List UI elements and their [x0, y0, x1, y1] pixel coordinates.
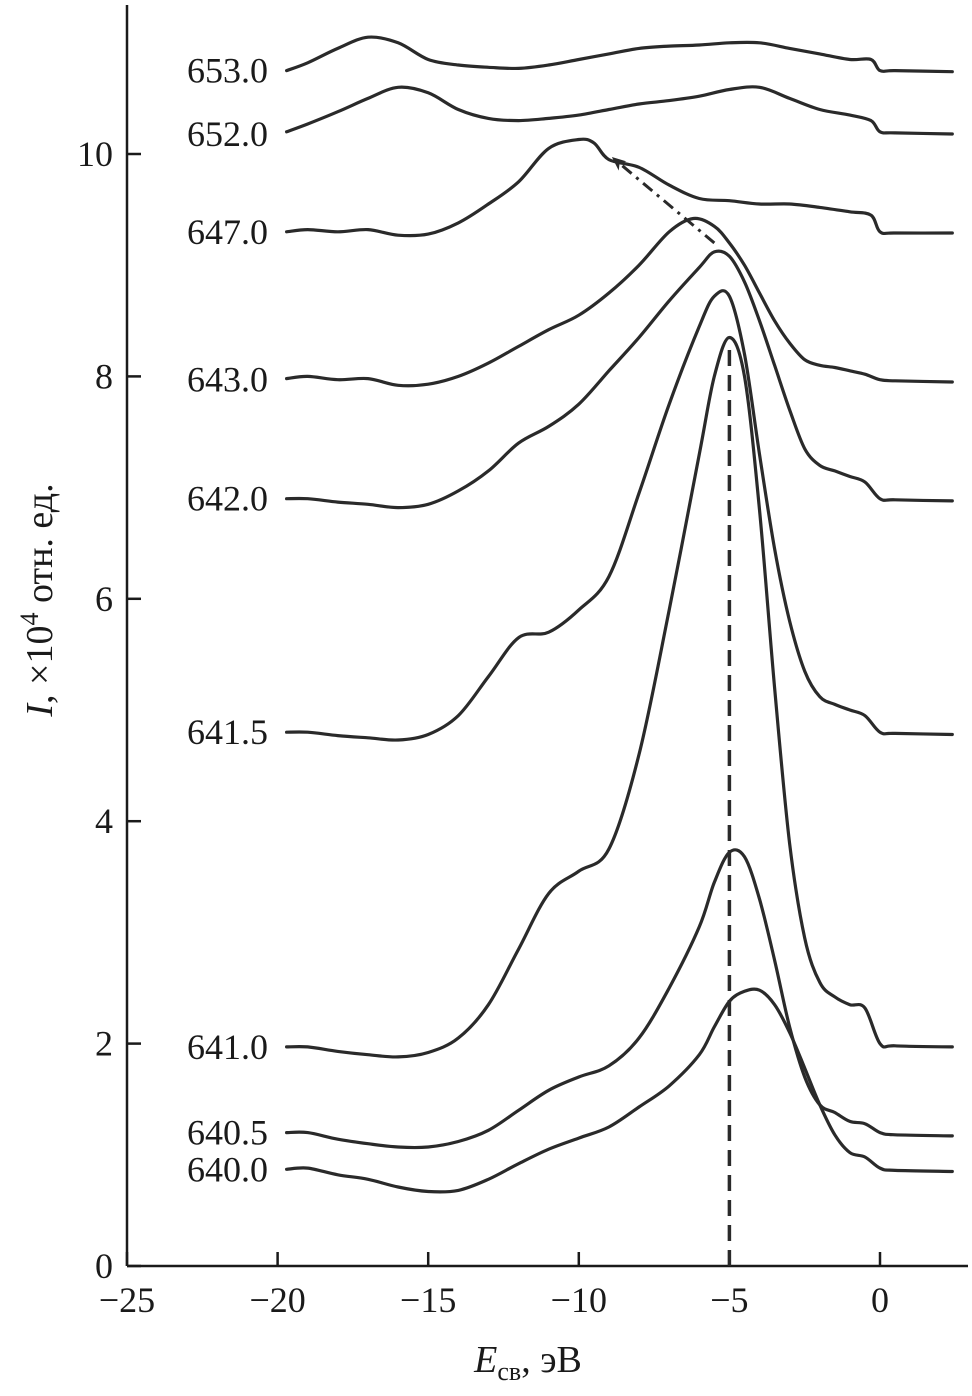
- x-tick-label: −25: [99, 1280, 155, 1320]
- curve-label: 641.0: [187, 1027, 268, 1067]
- x-tick-label: 0: [871, 1280, 889, 1320]
- spectrum-line-652-0: [285, 85, 954, 136]
- x-tick-label: −10: [551, 1280, 607, 1320]
- curve-label: 641.5: [187, 712, 268, 752]
- y-axis-title-power: 4: [15, 613, 44, 626]
- guides: [611, 156, 732, 1266]
- y-tick-label: 0: [95, 1246, 113, 1286]
- curve-label: 647.0: [187, 212, 268, 252]
- x-tick-label: −20: [249, 1280, 305, 1320]
- x-ticks: −25 −20 −15 −10 −5 0: [99, 1252, 889, 1320]
- spectrum-line-653-0: [285, 35, 954, 74]
- dash-dot-arrow: [611, 156, 716, 245]
- curve-label: 640.5: [187, 1113, 268, 1153]
- axes: [125, 5, 968, 1268]
- x-tick-label: −5: [710, 1280, 748, 1320]
- y-tick-label: 4: [95, 801, 113, 841]
- curve-label: 653.0: [187, 51, 268, 91]
- curve-label: 642.0: [187, 479, 268, 519]
- y-axis-title-unit: отн. ед.: [19, 483, 61, 612]
- spectrum-line-640-5: [285, 848, 954, 1150]
- spectrum-line-643-0: [285, 216, 954, 388]
- y-tick-label: 10: [77, 134, 113, 174]
- series-group: [285, 35, 954, 1194]
- spectrum-line-641-5: [285, 289, 954, 742]
- spectrum-line-641-0: [285, 335, 954, 1059]
- curve-label: 652.0: [187, 114, 268, 154]
- y-axis-title-rest: , ×10: [19, 626, 61, 704]
- x-axis-title: Eсв, эВ: [473, 1339, 582, 1386]
- y-axis-title: I, ×104 отн. ед.: [15, 483, 61, 717]
- curve-labels: 653.0 652.0 647.0 643.0 642.0 641.5 641.0 640.5…: [187, 51, 268, 1190]
- x-axis-title-unit: , эВ: [521, 1339, 582, 1381]
- y-axis-title-main: I: [19, 702, 61, 718]
- y-tick-label: 8: [95, 356, 113, 396]
- spectrum-line-640-0: [285, 987, 954, 1194]
- x-tick-label: −15: [400, 1280, 456, 1320]
- spectrum-line-642-0: [285, 249, 954, 510]
- spectrum-line-647-0: [285, 137, 954, 238]
- curve-label: 643.0: [187, 360, 268, 400]
- y-ticks: 0 2 4 6 8 10: [77, 134, 141, 1286]
- y-tick-label: 6: [95, 579, 113, 619]
- curve-label: 640.0: [187, 1149, 268, 1189]
- x-axis-title-main: E: [473, 1339, 497, 1381]
- x-axis-title-sub: св: [497, 1357, 521, 1386]
- y-tick-label: 2: [95, 1024, 113, 1064]
